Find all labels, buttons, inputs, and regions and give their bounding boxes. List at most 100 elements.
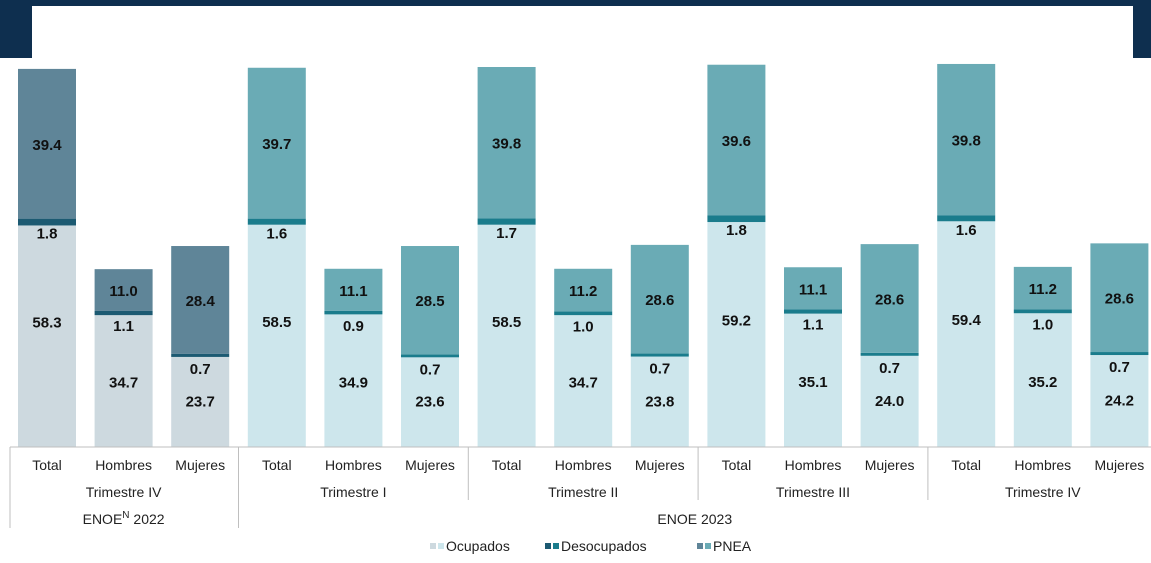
bar-pnea-trimestre-i-mujeres-5 <box>401 246 459 355</box>
period-label-trimestre-i-1: Trimestre I <box>320 484 386 500</box>
label-pnea-trimestre-iii-hombres-10: 11.1 <box>799 281 827 298</box>
bar-ocupados-trimestre-iv-total-12 <box>937 221 996 447</box>
label-ocupados-trimestre-iv-mujeres-2: 23.7 <box>186 393 215 410</box>
label-desocupados-trimestre-ii-mujeres-8: 0.7 <box>649 361 670 378</box>
tick-label-total-3: Total <box>262 457 292 473</box>
label-ocupados-trimestre-ii-hombres-7: 34.7 <box>569 375 598 392</box>
survey-label-enoe-2022: ENOEN 2022 <box>83 510 165 527</box>
bar-ocupados-trimestre-i-total-3 <box>247 224 306 447</box>
survey-label-year: 2022 <box>130 511 165 527</box>
tick-label-total-0: Total <box>32 457 62 473</box>
survey-label-enoe-2023: ENOE 2023 <box>657 511 732 527</box>
bar-pnea-trimestre-iv-hombres-13 <box>1013 266 1072 310</box>
bar-desocupados-trimestre-ii-total-6 <box>477 218 536 225</box>
bar-desocupados-trimestre-iii-mujeres-11 <box>860 352 919 356</box>
bar-pnea-trimestre-i-total-3 <box>247 67 306 219</box>
period-label-trimestre-ii-2: Trimestre II <box>548 484 618 500</box>
period-label-trimestre-iii-3: Trimestre III <box>776 484 850 500</box>
survey-label-superscript: N <box>122 510 129 521</box>
label-pnea-trimestre-i-mujeres-5: 28.5 <box>415 293 444 310</box>
label-ocupados-trimestre-iii-total-9: 59.2 <box>722 313 751 330</box>
bar-pnea-trimestre-ii-total-6 <box>477 67 536 219</box>
label-pnea-trimestre-ii-mujeres-8: 28.6 <box>645 292 674 309</box>
label-ocupados-trimestre-iv-mujeres-14: 24.2 <box>1105 393 1134 410</box>
bar-desocupados-trimestre-iv-total-0 <box>18 218 76 226</box>
bar-ocupados-trimestre-ii-mujeres-8 <box>630 356 689 447</box>
legend-label-ocupados: Ocupados <box>446 538 510 554</box>
bar-pnea-trimestre-ii-hombres-7 <box>554 268 613 312</box>
label-pnea-trimestre-iv-mujeres-2: 28.4 <box>186 293 216 310</box>
tick-label-total-12: Total <box>951 457 981 473</box>
label-ocupados-trimestre-i-total-3: 58.5 <box>262 314 291 331</box>
label-desocupados-trimestre-ii-total-6: 1.7 <box>496 225 517 242</box>
bar-pnea-trimestre-iv-total-12 <box>937 63 996 216</box>
label-desocupados-trimestre-iii-mujeres-11: 0.7 <box>879 360 900 377</box>
bar-ocupados-trimestre-iv-mujeres-14 <box>1090 355 1149 447</box>
legend-label-desocupados: Desocupados <box>561 538 647 554</box>
legend-swatch-desocupados-0 <box>545 543 551 550</box>
tick-label-hombres-7: Hombres <box>555 457 612 473</box>
label-desocupados-trimestre-iv-hombres-1: 1.1 <box>113 318 134 335</box>
label-ocupados-trimestre-iii-mujeres-11: 24.0 <box>875 393 904 410</box>
label-pnea-trimestre-iv-total-0: 39.4 <box>32 137 62 154</box>
bar-ocupados-trimestre-iii-hombres-10 <box>784 313 842 447</box>
bar-desocupados-trimestre-iv-total-12 <box>937 215 996 222</box>
legend-swatch-ocupados-1 <box>438 543 444 550</box>
label-ocupados-trimestre-ii-total-6: 58.5 <box>492 314 521 331</box>
value-labels-layer: 58.3 1.8 39.4 34.7 1.1 11.0 23.7 0.7 28.4 58.5 1.6… <box>32 133 1134 411</box>
bar-pnea-trimestre-iv-hombres-1 <box>94 269 153 311</box>
label-desocupados-trimestre-iv-total-12: 1.6 <box>956 222 977 239</box>
label-desocupados-trimestre-iv-hombres-13: 1.0 <box>1032 316 1053 333</box>
bar-ocupados-trimestre-iii-total-9 <box>707 222 766 447</box>
bar-pnea-trimestre-iii-mujeres-11 <box>860 244 919 353</box>
label-ocupados-trimestre-iv-total-12: 59.4 <box>952 312 982 329</box>
tick-label-hombres-13: Hombres <box>1014 457 1071 473</box>
legend: Ocupados Desocupados PNEA <box>0 538 1151 560</box>
top-frame-bar <box>0 0 1151 6</box>
legend-item-desocupados: Desocupados <box>545 538 647 554</box>
right-frame-tab <box>1133 0 1151 58</box>
bar-ocupados-trimestre-ii-hombres-7 <box>554 315 613 447</box>
label-ocupados-trimestre-i-hombres-4: 34.9 <box>339 374 368 391</box>
left-frame-tab <box>0 0 32 58</box>
bar-pnea-trimestre-iv-mujeres-2 <box>171 246 230 354</box>
bar-ocupados-trimestre-ii-total-6 <box>477 224 536 447</box>
period-label-trimestre-iv-0: Trimestre IV <box>86 484 162 500</box>
label-ocupados-trimestre-iii-hombres-10: 35.1 <box>798 374 827 391</box>
bar-desocupados-trimestre-ii-hombres-7 <box>554 311 613 316</box>
label-desocupados-trimestre-iii-hombres-10: 1.1 <box>803 316 824 333</box>
label-ocupados-trimestre-i-mujeres-5: 23.6 <box>415 394 444 411</box>
label-desocupados-trimestre-i-hombres-4: 0.9 <box>343 318 364 335</box>
bar-pnea-trimestre-iv-total-0 <box>18 68 76 219</box>
bar-pnea-trimestre-iii-total-9 <box>707 64 766 216</box>
label-pnea-trimestre-iv-mujeres-14: 28.6 <box>1105 291 1134 308</box>
category-axis: Total Hombres Mujeres Total Hombres Mujeres To… <box>9 446 1151 528</box>
tick-label-hombres-10: Hombres <box>785 457 842 473</box>
bar-ocupados-trimestre-iv-mujeres-2 <box>171 356 230 447</box>
label-pnea-trimestre-i-total-3: 39.7 <box>262 136 291 153</box>
label-ocupados-trimestre-ii-mujeres-8: 23.8 <box>645 393 674 410</box>
bar-ocupados-trimestre-i-hombres-4 <box>324 314 383 447</box>
label-pnea-trimestre-iv-hombres-13: 11.2 <box>1029 281 1057 298</box>
bar-ocupados-trimestre-iv-hombres-13 <box>1013 313 1072 447</box>
bar-desocupados-trimestre-i-mujeres-5 <box>401 354 459 358</box>
legend-label-pnea: PNEA <box>713 538 752 554</box>
bar-ocupados-trimestre-i-mujeres-5 <box>401 357 459 447</box>
legend-swatch-ocupados-0 <box>430 543 436 550</box>
tick-label-mujeres-2: Mujeres <box>175 457 225 473</box>
label-ocupados-trimestre-iv-hombres-1: 34.7 <box>109 375 138 392</box>
label-pnea-trimestre-ii-hombres-7: 11.2 <box>569 283 597 300</box>
bar-desocupados-trimestre-ii-mujeres-8 <box>630 353 689 357</box>
bar-desocupados-trimestre-iv-mujeres-14 <box>1090 352 1149 356</box>
tick-label-mujeres-8: Mujeres <box>635 457 685 473</box>
tick-label-mujeres-11: Mujeres <box>865 457 915 473</box>
stacked-bar-chart: 58.3 1.8 39.4 34.7 1.1 11.0 23.7 0.7 28.4 58.5 1.6… <box>9 63 1151 528</box>
legend-swatch-pnea-0 <box>697 543 703 550</box>
label-desocupados-trimestre-i-total-3: 1.6 <box>266 226 287 243</box>
label-desocupados-trimestre-ii-hombres-7: 1.0 <box>573 318 594 335</box>
period-label-trimestre-iv-4: Trimestre IV <box>1005 484 1081 500</box>
tick-label-total-9: Total <box>722 457 752 473</box>
label-pnea-trimestre-iii-total-9: 39.6 <box>722 133 751 150</box>
legend-item-ocupados: Ocupados <box>430 538 510 554</box>
tick-label-mujeres-5: Mujeres <box>405 457 455 473</box>
